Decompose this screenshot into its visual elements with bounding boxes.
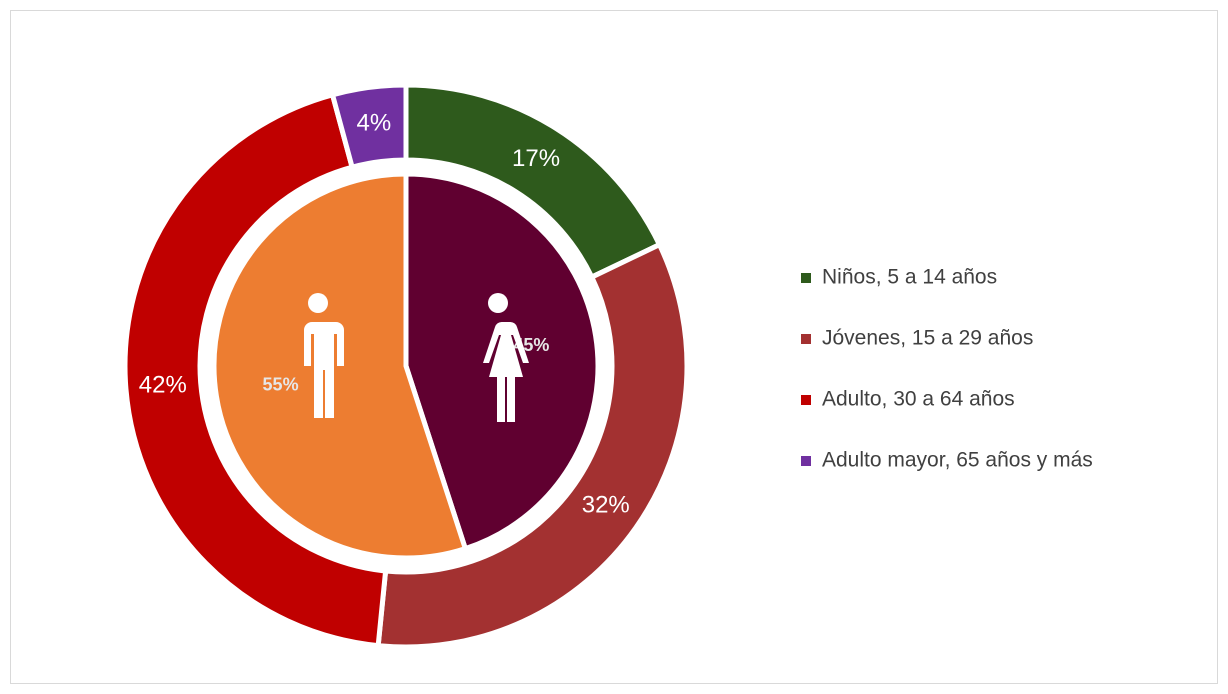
legend-swatch [801, 395, 811, 405]
slice [375, 242, 690, 650]
legend-swatch [801, 334, 811, 344]
legend-swatch [801, 273, 811, 283]
data-label: 55% [263, 375, 299, 395]
data-label: 32% [582, 491, 630, 518]
legend-label: Adulto mayor, 65 años y más [822, 449, 1093, 472]
female-icon [483, 293, 529, 422]
legend: Niños, 5 a 14 años Jóvenes, 15 a 29 años A… [801, 266, 1093, 472]
male-icon [300, 293, 344, 418]
legend-label: Jóvenes, 15 a 29 años [822, 327, 1033, 350]
slice [330, 82, 409, 170]
legend-swatch [801, 456, 811, 466]
legend-label: Niños, 5 a 14 años [822, 266, 997, 289]
legend-label: Adulto, 30 a 64 años [822, 388, 1015, 411]
slice [122, 92, 389, 649]
data-label: 42% [139, 371, 187, 398]
data-label: 17% [512, 145, 560, 172]
data-label: 4% [356, 109, 391, 136]
